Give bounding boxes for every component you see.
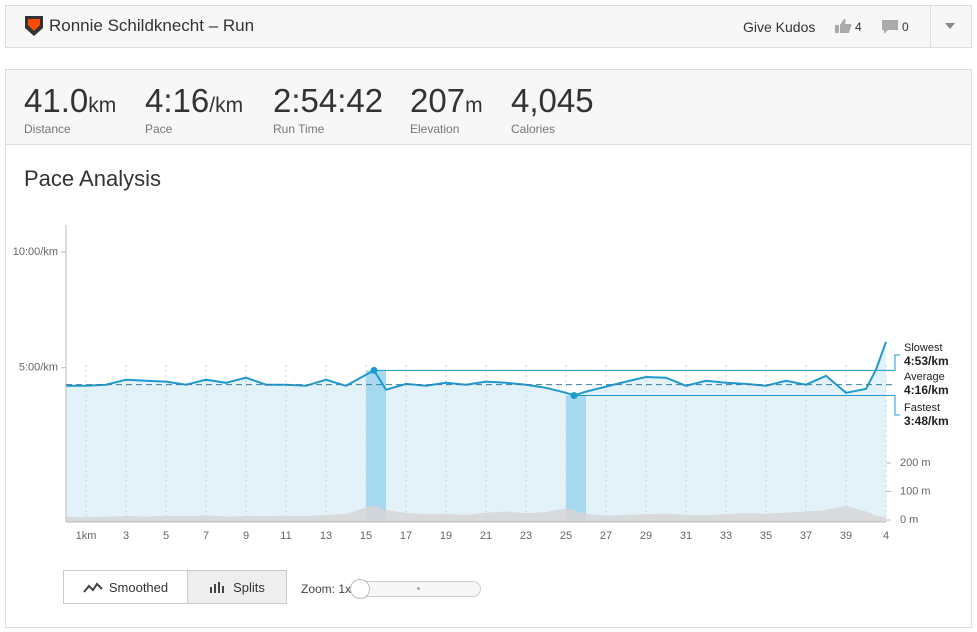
x-tick-label: 7 xyxy=(203,530,209,542)
stat-unit: km xyxy=(88,94,117,117)
main-panel xyxy=(5,69,972,628)
comment-count[interactable]: 0 xyxy=(902,20,909,34)
splits-label: Splits xyxy=(233,579,265,595)
x-tick-label: 27 xyxy=(600,530,612,542)
x-tick-label: 35 xyxy=(760,530,772,542)
y2-tick-label: 200 m xyxy=(900,457,931,469)
stat-value: 41.0 xyxy=(24,82,89,119)
activity-title: Ronnie Schildknecht – Run xyxy=(49,16,255,35)
x-tick-label: 37 xyxy=(800,530,812,542)
splits-button[interactable]: Splits xyxy=(187,570,287,604)
x-tick-label: 29 xyxy=(640,530,652,542)
split-band xyxy=(566,395,586,522)
stat-line: 207m xyxy=(410,82,483,120)
x-tick-label: 21 xyxy=(480,530,492,542)
annotation-point xyxy=(570,391,578,399)
x-tick-label: 5 xyxy=(163,530,169,542)
annotation-connector xyxy=(374,354,900,371)
y2-tick-label: 100 m xyxy=(900,485,931,497)
elevation-area xyxy=(66,505,886,522)
y-tick-label: 10:00/km xyxy=(13,246,58,258)
zoom-label: Zoom: 1x xyxy=(301,582,352,596)
stat-unit: m xyxy=(465,94,483,117)
annotation-label: Slowest xyxy=(904,342,943,354)
header-bar xyxy=(5,5,972,48)
stat: 4,045 Calories xyxy=(511,82,594,136)
section-title: Pace Analysis xyxy=(24,166,161,191)
stat-label: Calories xyxy=(511,122,556,136)
dropdown-arrow[interactable] xyxy=(945,23,955,30)
stat-value: 2:54:42 xyxy=(273,82,384,119)
stat-label: Elevation xyxy=(410,122,460,136)
x-tick-label: 3 xyxy=(123,530,129,542)
zoom-dot xyxy=(417,587,420,590)
x-tick-label: 19 xyxy=(440,530,452,542)
annotation-connector xyxy=(574,394,900,416)
kudos-count[interactable]: 4 xyxy=(855,20,862,34)
x-tick-label: 33 xyxy=(720,530,732,542)
stat-label: Distance xyxy=(24,122,71,136)
y2-tick-label: 0 m xyxy=(900,514,918,526)
x-tick-label: 4 xyxy=(883,530,889,542)
smoothed-button[interactable]: Smoothed xyxy=(63,570,188,604)
y-tick-label: 5:00/km xyxy=(19,362,58,374)
x-tick-label: 25 xyxy=(560,530,572,542)
stat-label: Run Time xyxy=(273,122,325,136)
annotation-label: Fastest xyxy=(904,402,940,414)
stat: 2:54:42 Run Time xyxy=(273,82,383,136)
x-tick-label: 39 xyxy=(840,530,852,542)
divider xyxy=(930,6,931,47)
x-tick-label: 9 xyxy=(243,530,249,542)
stat-value: 207 xyxy=(410,82,466,119)
x-tick-label: 11 xyxy=(280,530,291,542)
x-tick-label: 1km xyxy=(76,530,97,542)
stat: 41.0km Distance xyxy=(24,82,116,136)
x-tick-label: 31 xyxy=(680,530,692,542)
stat-label: Pace xyxy=(145,122,173,136)
average-label: Average xyxy=(904,371,945,383)
split-band xyxy=(366,370,386,522)
average-value: 4:16/km xyxy=(904,383,949,397)
annotation-point xyxy=(370,366,378,374)
pace-area xyxy=(66,341,886,522)
annotation-value: 4:53/km xyxy=(904,354,949,368)
splits-icon xyxy=(210,582,225,593)
annotation-value: 3:48/km xyxy=(904,414,949,428)
comment-icon xyxy=(882,20,898,34)
stat-unit: /km xyxy=(209,94,244,117)
stat-line: 4:16/km xyxy=(145,82,243,120)
stat-value: 4:16 xyxy=(145,82,210,119)
stat-line: 2:54:42 xyxy=(273,82,383,120)
stat-value: 4,045 xyxy=(511,82,594,119)
stat: 4:16/km Pace xyxy=(145,82,243,136)
stat: 207m Elevation xyxy=(410,82,483,136)
x-tick-label: 17 xyxy=(400,530,412,542)
x-tick-label: 15 xyxy=(360,530,372,542)
smoothed-icon xyxy=(83,582,103,593)
smoothed-label: Smoothed xyxy=(108,579,169,595)
x-tick-label: 23 xyxy=(520,530,532,542)
kudos-icon xyxy=(835,19,852,33)
pro-badge xyxy=(25,16,43,36)
stats-bar xyxy=(6,70,971,145)
stat-line: 4,045 xyxy=(511,82,594,120)
give-kudos[interactable]: Give Kudos xyxy=(743,19,816,35)
zoom-handle[interactable] xyxy=(350,579,370,599)
x-tick-label: 13 xyxy=(320,530,332,542)
stat-line: 41.0km xyxy=(24,82,116,120)
